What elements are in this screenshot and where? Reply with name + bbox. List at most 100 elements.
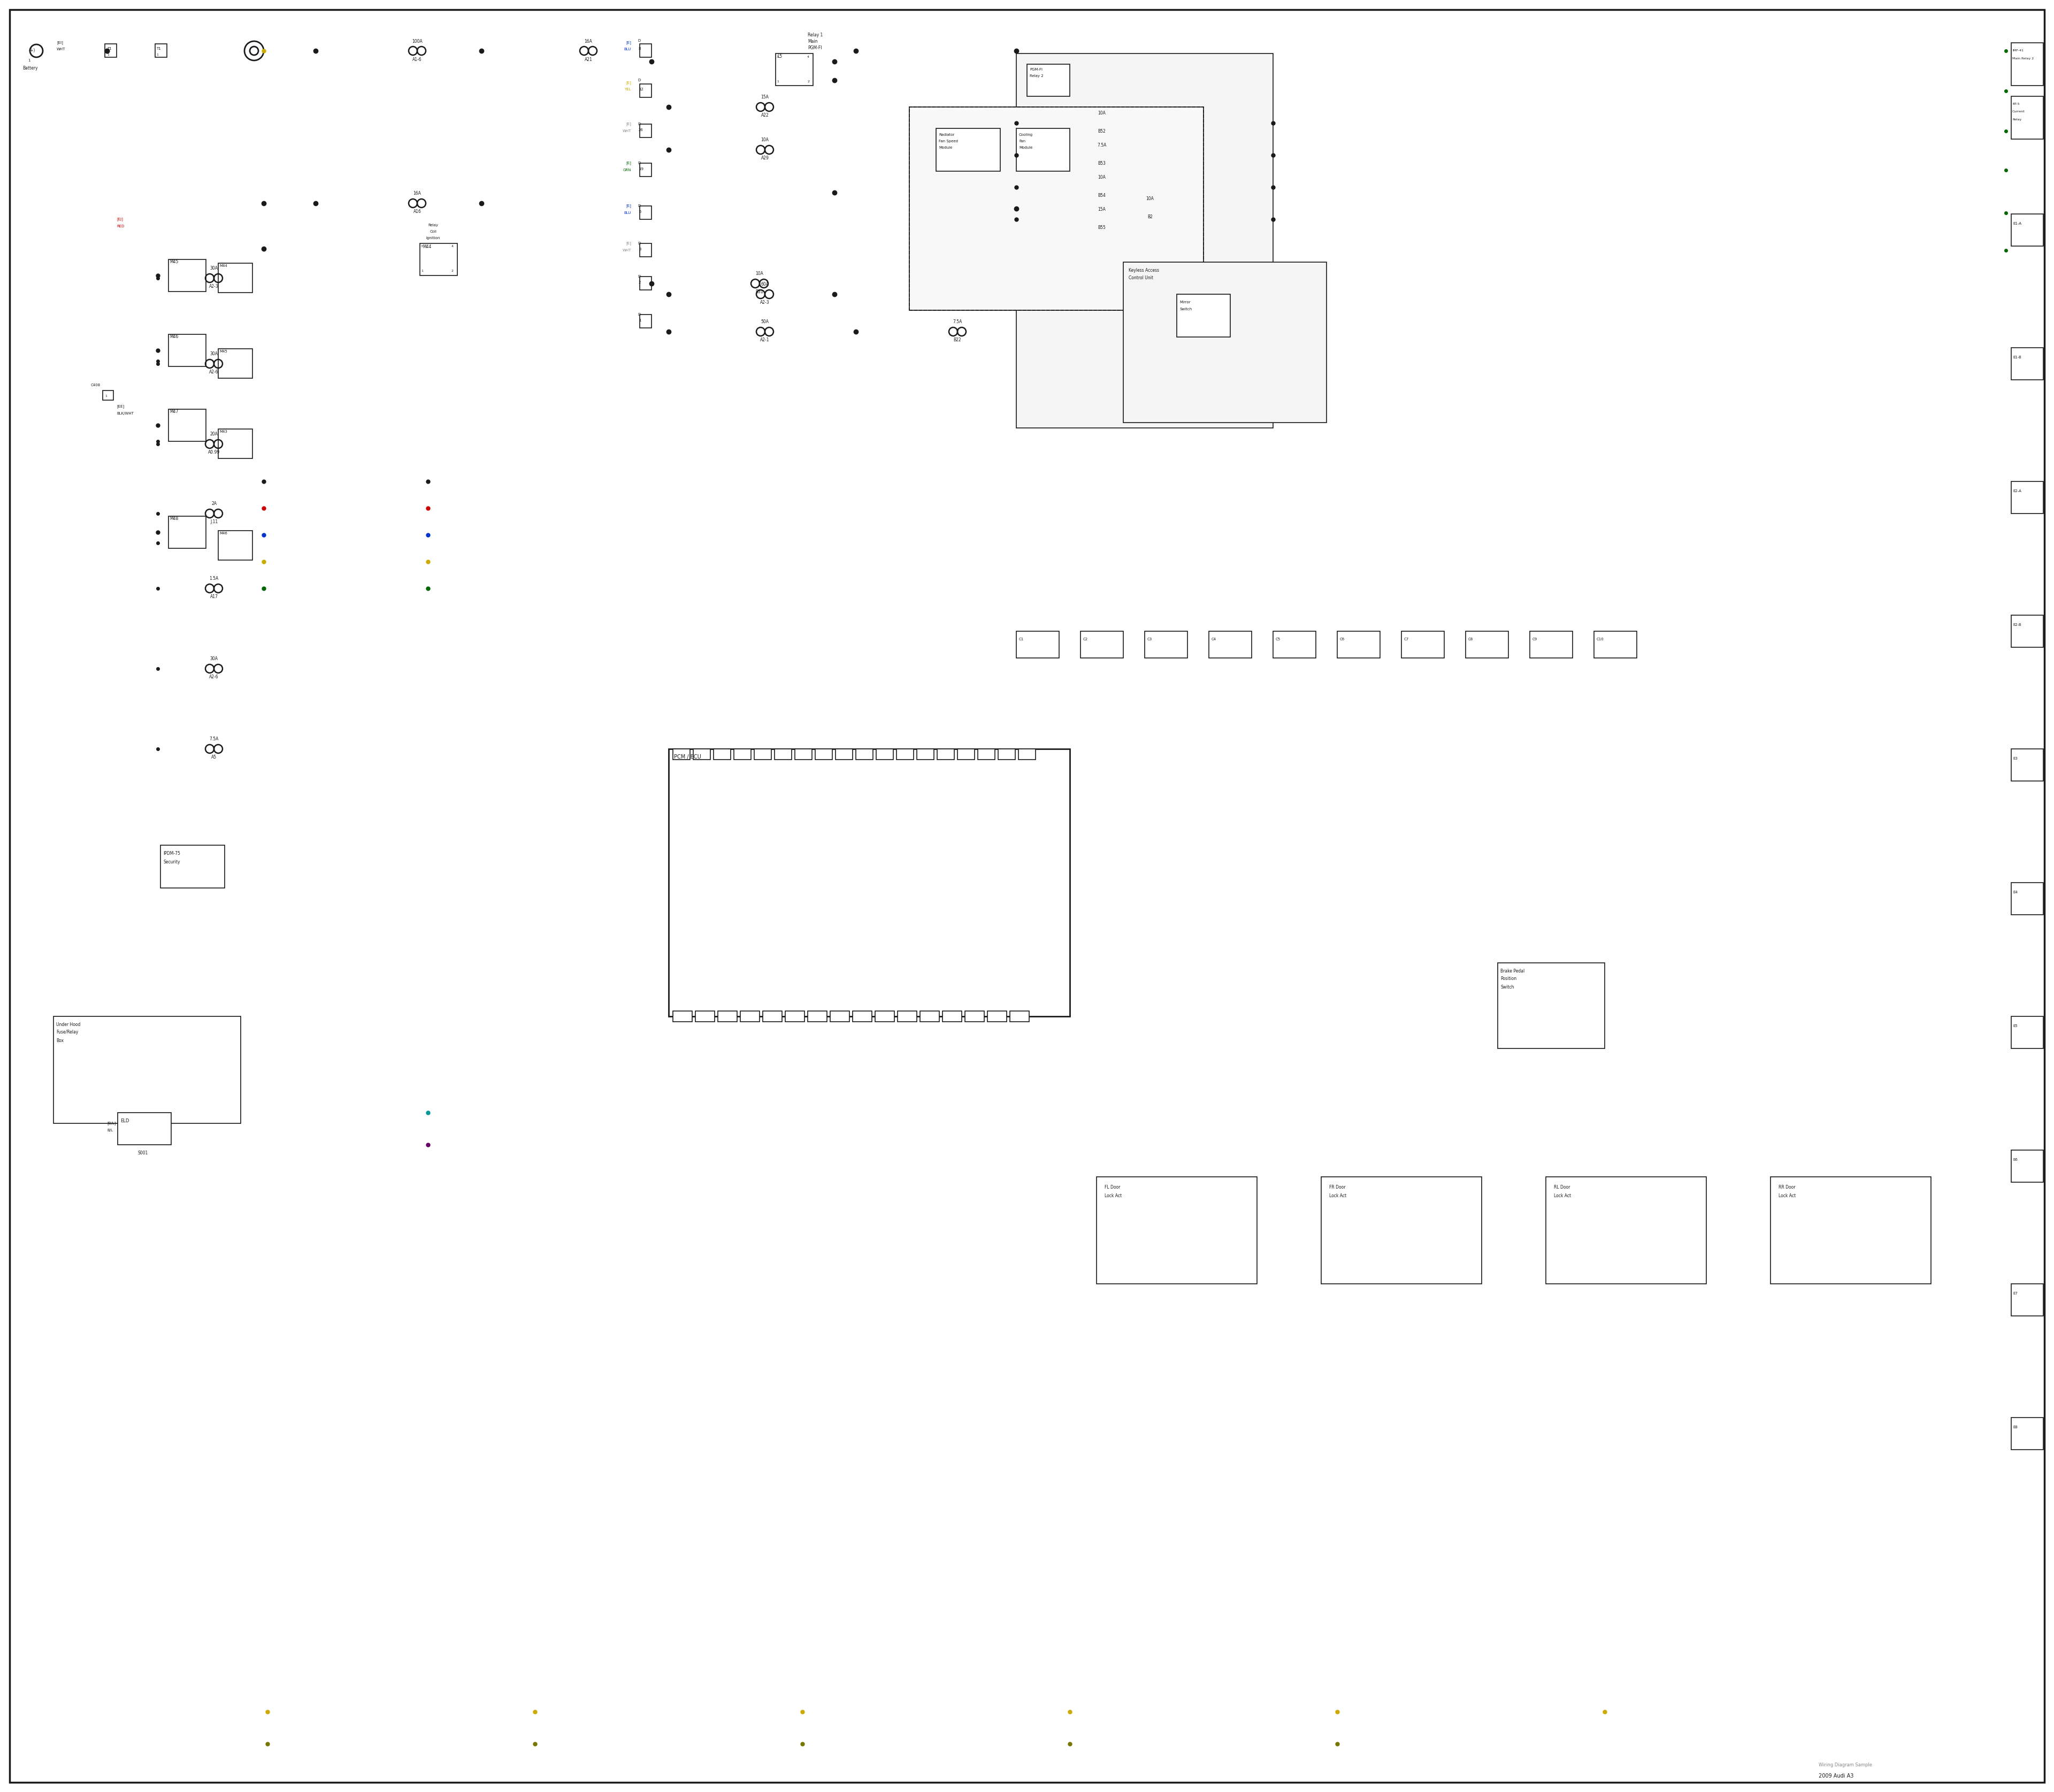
Text: A2-6: A2-6	[210, 676, 218, 679]
Bar	[2011, 615, 2044, 647]
Text: C3: C3	[1148, 638, 1152, 642]
Text: [E]: [E]	[626, 242, 631, 246]
Text: 1.5A: 1.5A	[210, 577, 218, 581]
Bar	[674, 749, 690, 760]
Bar	[218, 530, 253, 561]
Bar	[639, 163, 651, 177]
Text: 3: 3	[639, 247, 641, 251]
Text: B22: B22	[953, 339, 961, 342]
Text: BT-5: BT-5	[2013, 102, 2019, 106]
Bar	[1124, 262, 1327, 423]
Bar	[998, 749, 1015, 760]
Bar	[739, 1011, 760, 1021]
Bar	[160, 846, 224, 889]
Text: A1-6: A1-6	[413, 57, 421, 61]
Text: Lock Act: Lock Act	[1555, 1193, 1571, 1199]
Text: Relay 2: Relay 2	[1029, 73, 1043, 77]
Text: A0.99: A0.99	[207, 450, 220, 455]
Bar	[1177, 294, 1230, 337]
Bar	[639, 315, 651, 328]
Bar	[2011, 1150, 2044, 1183]
Text: 5: 5	[639, 210, 641, 213]
Text: 10A: 10A	[756, 271, 764, 276]
Bar	[1337, 631, 1380, 658]
Text: D: D	[637, 242, 641, 246]
Text: Brake Pedal: Brake Pedal	[1499, 968, 1524, 973]
Text: Module: Module	[939, 145, 953, 149]
Text: Main: Main	[807, 39, 817, 45]
Bar	[1497, 962, 1604, 1048]
Bar	[670, 749, 1070, 1016]
Text: D: D	[637, 122, 641, 125]
Text: E7: E7	[2013, 1292, 2017, 1296]
Text: Position: Position	[1499, 977, 1516, 982]
Text: C408: C408	[90, 383, 101, 387]
Text: C1: C1	[1019, 638, 1025, 642]
Text: T1: T1	[107, 47, 111, 50]
Text: [EE]: [EE]	[117, 405, 123, 409]
Text: M44: M44	[220, 263, 228, 267]
Bar	[762, 1011, 783, 1021]
Text: 12: 12	[639, 88, 643, 91]
Text: 1: 1	[107, 54, 109, 56]
Text: Box: Box	[55, 1038, 64, 1043]
Text: 30A: 30A	[210, 267, 218, 271]
Text: T1: T1	[156, 47, 160, 50]
Text: C10: C10	[1596, 638, 1604, 642]
Text: 16A: 16A	[585, 39, 592, 43]
Bar	[2011, 43, 2044, 86]
Bar	[639, 206, 651, 219]
Text: 1: 1	[421, 271, 423, 272]
Text: Lock Act: Lock Act	[1105, 1193, 1121, 1199]
Text: M47: M47	[170, 410, 179, 414]
Bar	[2011, 1283, 2044, 1315]
Text: 1: 1	[639, 319, 641, 323]
Text: 1: 1	[156, 54, 158, 56]
Text: 19: 19	[639, 167, 643, 170]
Text: M44: M44	[423, 244, 431, 249]
Text: WHT: WHT	[58, 48, 66, 50]
Text: 3: 3	[776, 56, 778, 57]
Text: 2009 Audi A3: 2009 Audi A3	[1818, 1774, 1853, 1779]
Text: [E]: [E]	[626, 161, 631, 165]
Text: 7.5A: 7.5A	[1097, 143, 1107, 149]
Bar	[2011, 749, 2044, 781]
Bar	[1017, 54, 1273, 428]
Bar	[218, 349, 253, 378]
Text: E1-A: E1-A	[2013, 222, 2021, 226]
Text: E8: E8	[2013, 1426, 2017, 1428]
Text: 7.5A: 7.5A	[953, 319, 961, 324]
Text: Fan: Fan	[1019, 140, 1025, 143]
Text: IPDM-75: IPDM-75	[162, 851, 181, 857]
Bar	[696, 1011, 715, 1021]
Bar	[639, 43, 651, 57]
Text: E1-B: E1-B	[2013, 357, 2021, 358]
Bar	[965, 1011, 984, 1021]
Bar	[694, 749, 711, 760]
Bar	[1017, 129, 1070, 172]
Text: 1: 1	[105, 394, 107, 398]
Text: C5: C5	[1276, 638, 1280, 642]
Bar	[1027, 65, 1070, 97]
Text: Switch: Switch	[1179, 308, 1191, 310]
Text: 2: 2	[807, 81, 809, 82]
Text: Ignition: Ignition	[427, 237, 440, 240]
Bar	[117, 1113, 170, 1145]
Text: C4: C4	[1212, 638, 1216, 642]
Bar	[875, 1011, 893, 1021]
Text: A2-3: A2-3	[210, 285, 218, 289]
Text: GRN: GRN	[622, 168, 631, 172]
Text: 1: 1	[29, 59, 31, 63]
Bar	[2011, 348, 2044, 380]
Bar	[1097, 1177, 1257, 1283]
Bar	[957, 749, 974, 760]
Text: 100A: 100A	[413, 39, 423, 43]
Text: A5: A5	[212, 754, 216, 760]
Text: 30A: 30A	[210, 351, 218, 357]
Text: C8: C8	[1469, 638, 1473, 642]
Text: Switch: Switch	[1499, 984, 1514, 989]
Bar	[2011, 1417, 2044, 1450]
Text: Fuse/Relay: Fuse/Relay	[55, 1030, 78, 1034]
Bar	[785, 1011, 805, 1021]
Bar	[774, 749, 791, 760]
